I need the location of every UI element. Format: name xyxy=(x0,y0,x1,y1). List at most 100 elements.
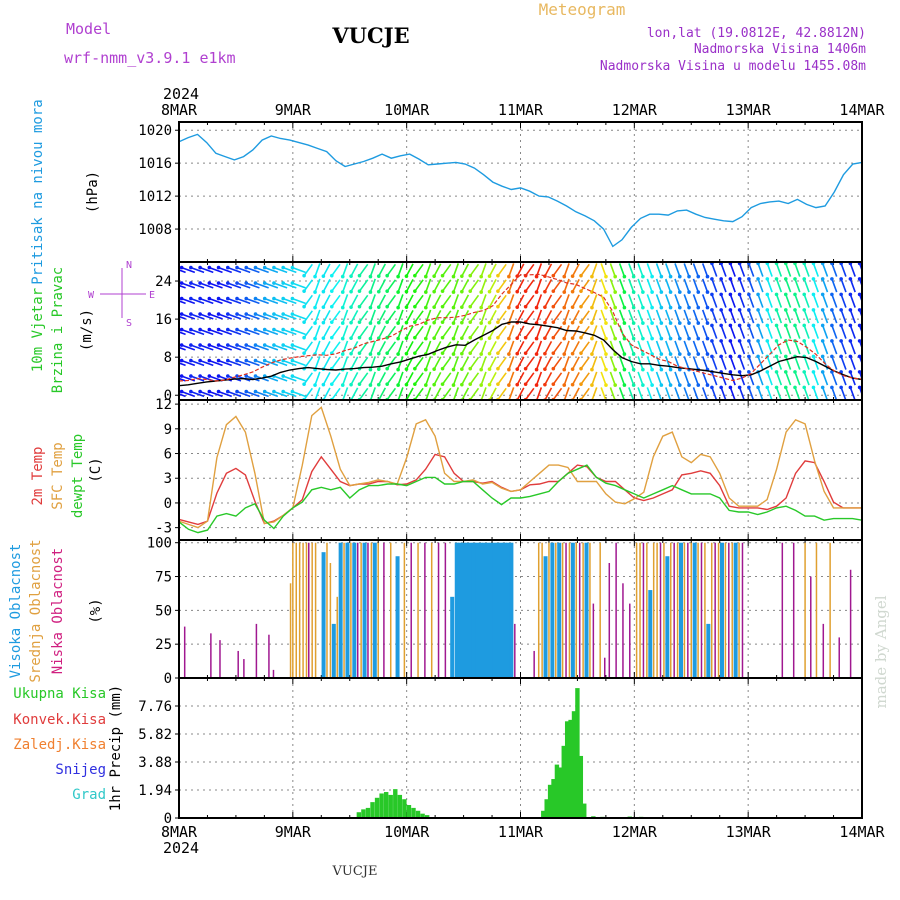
wind-arrow xyxy=(628,294,635,308)
wind-arrow-head xyxy=(216,374,221,378)
cloud-bar xyxy=(321,552,326,678)
wind-arrow xyxy=(609,325,616,339)
compass-n-label: N xyxy=(126,260,132,271)
wind-arrow xyxy=(245,297,260,305)
wind-arrow-head xyxy=(811,277,816,281)
wind-arrow-head xyxy=(590,321,594,325)
wind-arrow-head xyxy=(802,370,807,374)
wind-arrow-head xyxy=(696,336,701,341)
wind-arrow xyxy=(683,309,690,324)
wind-arrow xyxy=(452,309,460,324)
wind-arrow-head xyxy=(479,321,483,325)
wind-arrow xyxy=(812,309,819,324)
wind-arrow xyxy=(535,278,543,293)
wind-arrow xyxy=(255,282,269,289)
wind-arrow xyxy=(369,325,376,339)
wind-arrow xyxy=(571,356,580,370)
bottom-day-label: 10MAR xyxy=(384,823,430,841)
wind-arrow-head xyxy=(207,281,212,285)
precip-bar xyxy=(578,755,584,818)
wind-arrow xyxy=(748,340,755,355)
wind-arrow-head xyxy=(811,354,816,359)
wind-arrow xyxy=(508,263,515,277)
wind-arrow-head xyxy=(590,383,594,387)
wind-arrow xyxy=(425,325,432,339)
wind-arrow-head xyxy=(368,367,373,372)
wind-arrow xyxy=(600,294,607,308)
wind-arrow-head xyxy=(728,308,733,312)
y-tick-label: 24 xyxy=(155,274,172,290)
wind-arrow-head xyxy=(468,335,473,340)
wind-arrow xyxy=(386,341,397,354)
wind-arrow xyxy=(794,387,801,400)
bottom-day-labels: 8MAR 9MAR 10MAR 11MAR 12MAR 13MAR 14MAR xyxy=(161,823,886,841)
wind-arrow-head xyxy=(244,281,249,285)
wind-arrow xyxy=(821,340,829,355)
cloud-bar xyxy=(509,542,514,678)
wind-arrow xyxy=(785,278,792,293)
wind-arrow xyxy=(386,294,397,308)
wind-arrow xyxy=(655,387,662,400)
wind-arrow-head xyxy=(774,323,779,328)
precip-bar xyxy=(571,711,577,818)
wind-arrow xyxy=(303,341,313,354)
wind-arrow-head xyxy=(756,339,760,343)
wind-arrow-head xyxy=(687,336,691,341)
wind-arrow xyxy=(218,282,233,289)
wind-arrow-head xyxy=(659,321,664,325)
cloud-bar xyxy=(719,542,724,678)
wind-arrow-head xyxy=(226,281,230,285)
y-tick-label: 1016 xyxy=(138,156,172,172)
wind-arrow xyxy=(273,375,288,382)
precip-legend-2: Konvek.Kisa xyxy=(13,712,106,728)
wind-arrow-head xyxy=(262,327,267,332)
wind-arrow xyxy=(524,325,535,339)
wind-arrow xyxy=(497,279,507,292)
wind-arrow xyxy=(544,371,553,386)
wind-arrow xyxy=(405,278,414,293)
wind-arrow xyxy=(273,313,288,320)
wind-arrow-head xyxy=(765,339,770,343)
wind-arrow xyxy=(433,387,442,400)
wind-arrow-head xyxy=(376,336,381,340)
wind-arrow-head xyxy=(774,339,779,343)
y-tick-label: 12 xyxy=(155,397,172,413)
wind-arrow-head xyxy=(579,366,583,371)
wind-arrow xyxy=(720,387,727,400)
wind-arrow-head xyxy=(189,327,193,332)
wind-arrow-head xyxy=(424,290,428,294)
wind-arrow-head xyxy=(677,290,682,294)
wind-arrow xyxy=(600,356,607,370)
wind-arrow xyxy=(273,328,288,336)
precip-bar xyxy=(356,812,362,818)
wind-arrow-head xyxy=(460,274,464,278)
footer-station: VUCJE xyxy=(332,864,378,879)
wind-arrow xyxy=(179,300,186,305)
wind-arrow xyxy=(757,263,764,277)
wind-arrow xyxy=(849,278,856,293)
wind-arrow-head xyxy=(451,290,456,294)
wind-arrow-head xyxy=(650,321,654,325)
wind-arrow xyxy=(303,263,313,277)
pressure-unit: (hPa) xyxy=(85,171,101,213)
wind-arrow-head xyxy=(562,336,567,341)
cloud-bar xyxy=(395,556,400,678)
wind-arrow xyxy=(766,356,773,370)
wind-arrow xyxy=(322,309,331,324)
wind-arrow xyxy=(405,371,414,386)
wind-arrow xyxy=(849,356,856,370)
credit-label: made by Angel xyxy=(872,595,890,708)
wind-arrow-head xyxy=(543,351,547,356)
wind-arrow-head xyxy=(668,290,673,294)
wind-arrow-head xyxy=(290,343,295,347)
wind-arrow xyxy=(397,294,404,308)
wind-arrow xyxy=(831,278,838,293)
wind-arrow xyxy=(775,340,783,355)
wind-arrow xyxy=(218,266,233,274)
wind-arrow-head xyxy=(290,358,295,363)
precip-legend-1: Ukupna Kisa xyxy=(13,686,106,702)
wind-arrow xyxy=(748,294,755,308)
wind-arrow-head xyxy=(404,382,409,387)
wind-arrow xyxy=(674,294,681,308)
wind-arrow xyxy=(701,278,709,293)
